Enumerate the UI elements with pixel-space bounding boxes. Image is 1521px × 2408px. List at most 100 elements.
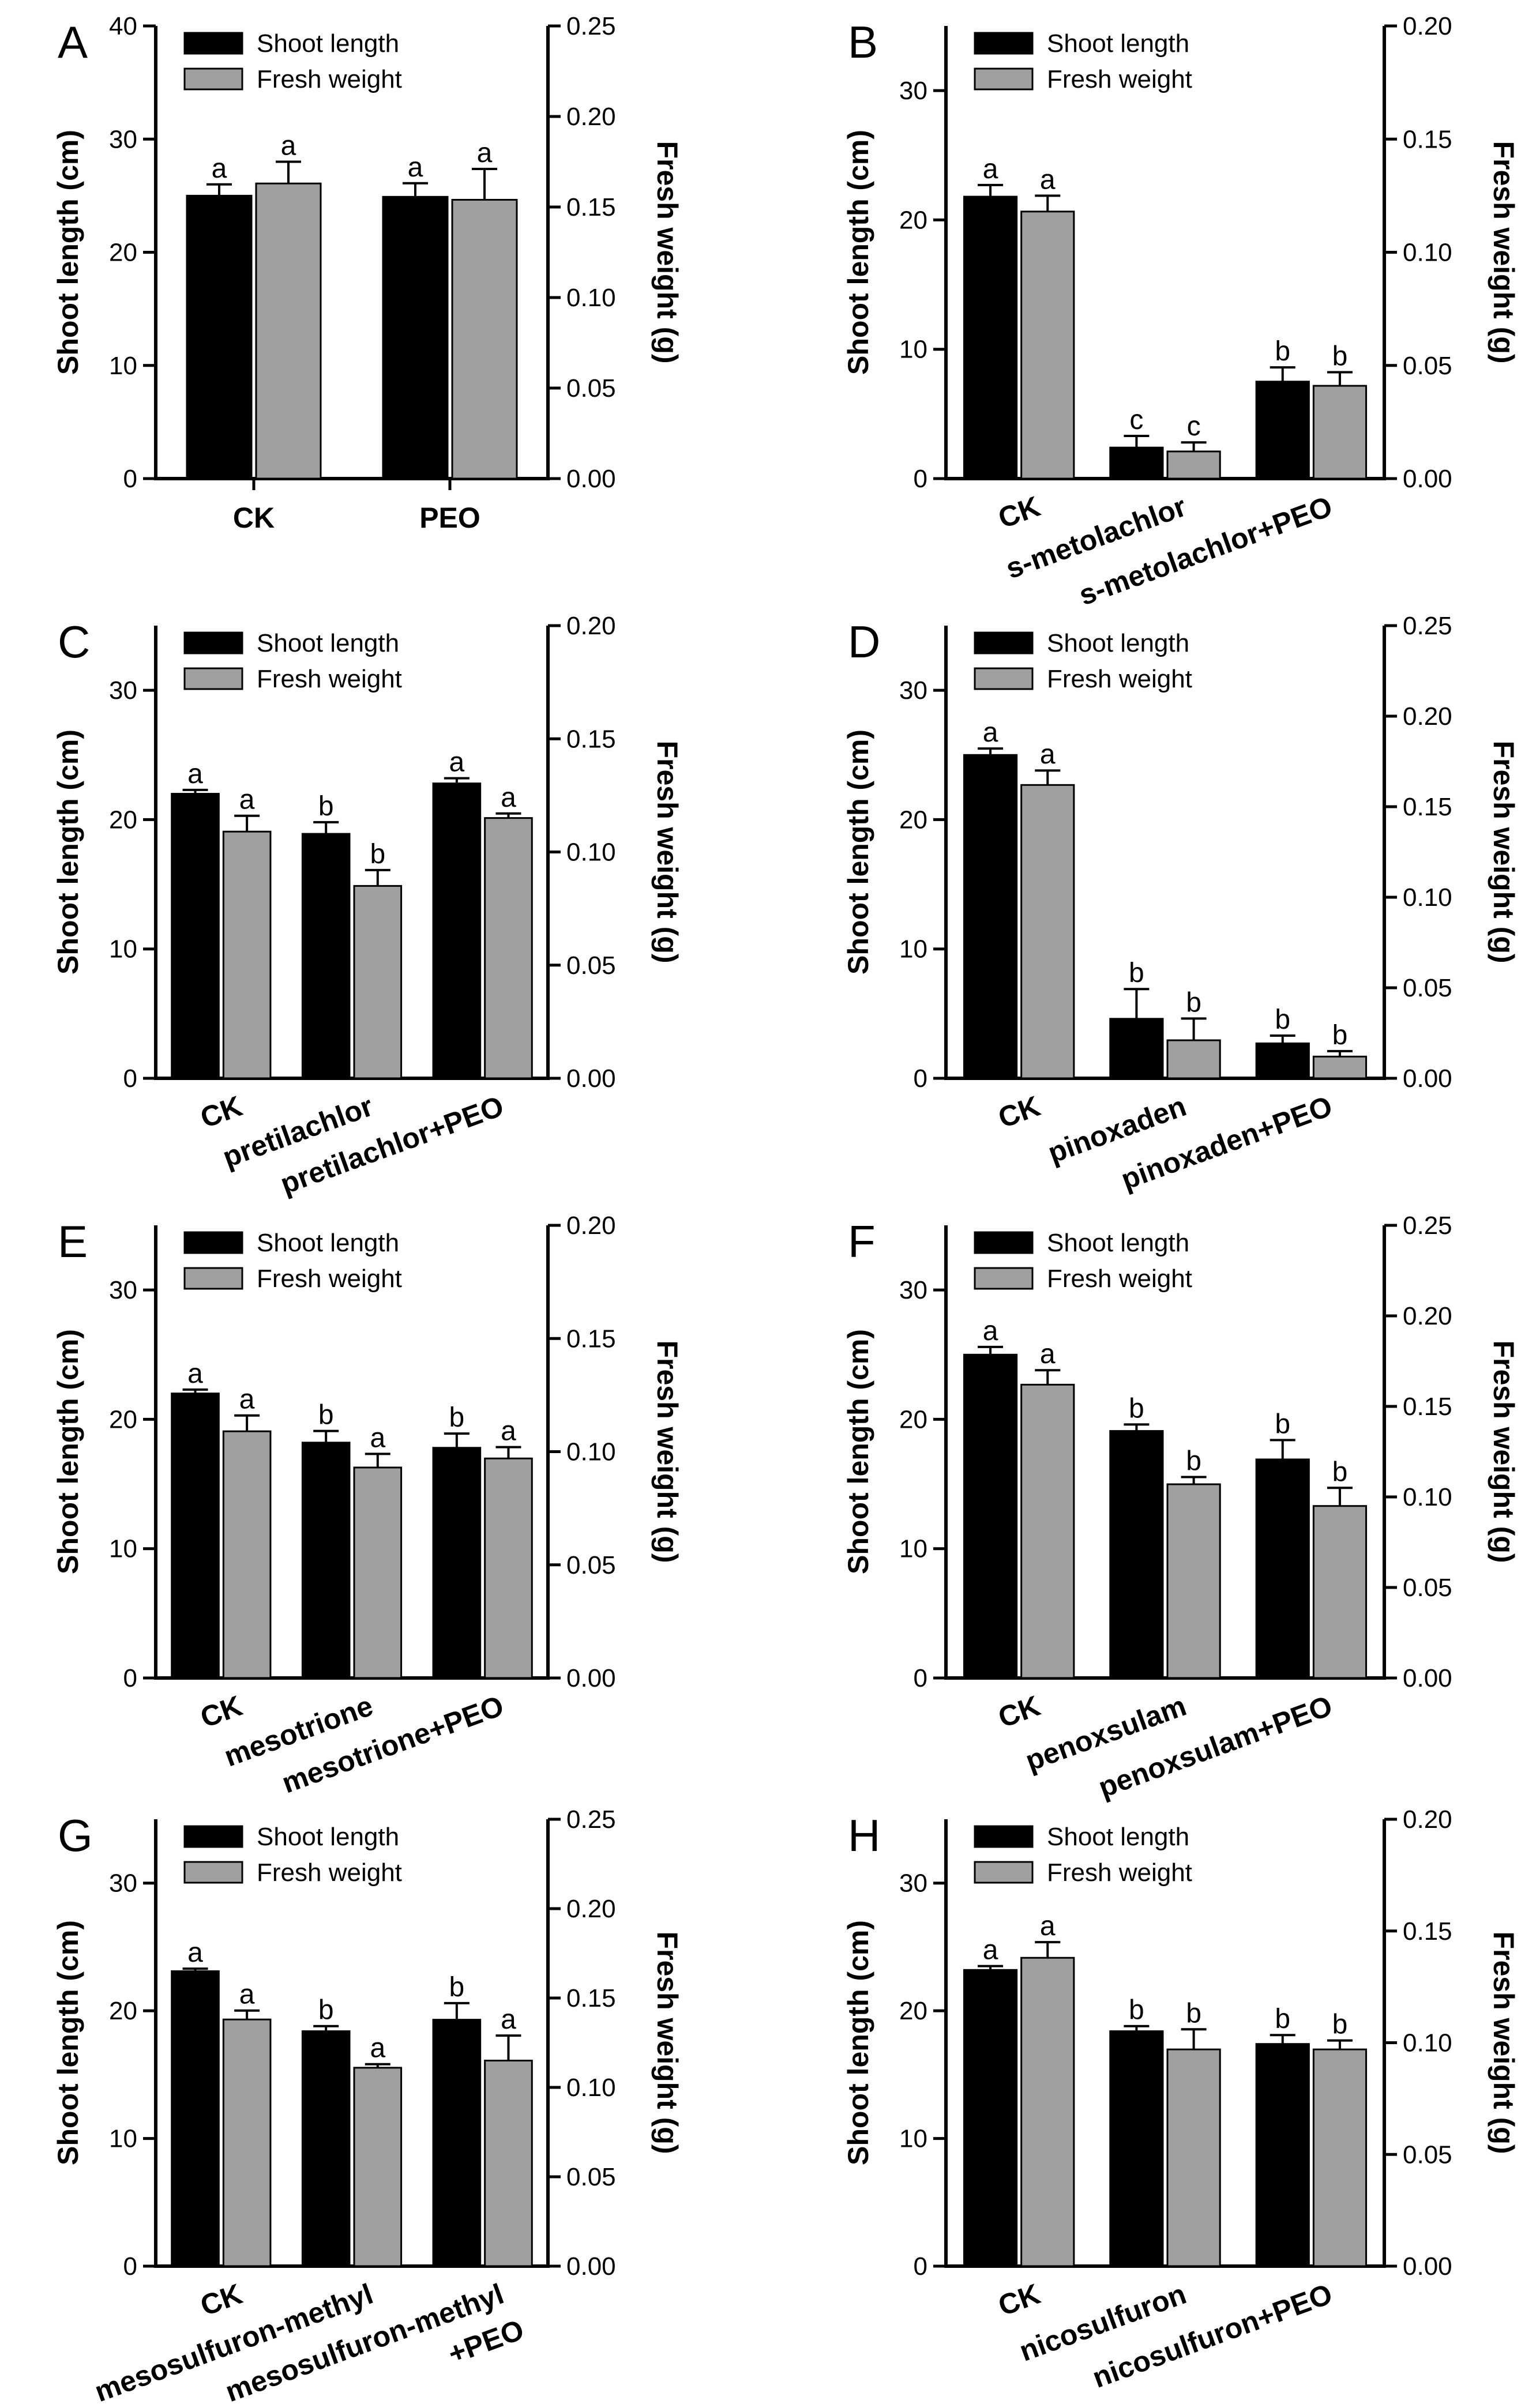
significance-letter: b (1275, 1004, 1290, 1035)
bar-shoot-length (1109, 1018, 1164, 1079)
bar-fresh-weight (1020, 1956, 1075, 2267)
bar-shoot-length (171, 793, 220, 1079)
y2-tick-label: 0.20 (566, 103, 616, 131)
significance-letter: a (983, 1316, 998, 1346)
bar-shoot-length (301, 833, 351, 1079)
y2-axis-title: Fresh weight (g) (1488, 1340, 1520, 1563)
panel-label: B (848, 17, 878, 67)
bar-shoot-length (1109, 2030, 1164, 2267)
y2-tick-label: 0.00 (1403, 465, 1452, 493)
y2-tick-label: 0.00 (1403, 2252, 1452, 2281)
panel-label: C (58, 616, 90, 667)
y2-tick-label: 0.20 (1403, 1302, 1452, 1330)
bar-fresh-weight (1166, 2048, 1221, 2267)
bar-shoot-length (963, 1353, 1018, 1679)
significance-letter: b (1186, 1998, 1201, 2029)
significance-letter: a (1040, 1911, 1056, 1942)
y2-tick-label: 0.10 (566, 284, 616, 312)
y2-tick-label: 0.20 (1403, 702, 1452, 731)
y-tick-label: 10 (899, 2125, 927, 2153)
y2-tick-label: 0.05 (1403, 352, 1452, 380)
bar-shoot-length (1255, 1458, 1310, 1679)
y-tick-label: 20 (899, 806, 927, 834)
bar-fresh-weight (1020, 784, 1075, 1079)
legend-swatch-fresh (183, 67, 243, 91)
y2-axis-title: Fresh weight (g) (651, 1340, 683, 1563)
y-tick-label: 0 (914, 1064, 927, 1093)
significance-letter: c (1129, 405, 1143, 435)
y-tick-label: 40 (109, 12, 137, 40)
significance-letter: a (187, 1937, 203, 1968)
x-tick-label: pretilachlor+PEO (276, 1090, 508, 1201)
panel-c: C 0 10 20 30 0.00 0.05 0.10 0.15 0.20 Shoot length… (52, 612, 683, 1201)
legend-label-shoot: Shoot length (1047, 1229, 1189, 1257)
significance-letter: b (449, 1972, 465, 2003)
bar-shoot-length (1255, 2043, 1310, 2267)
bar-shoot-length (1109, 1430, 1164, 1679)
bar-fresh-weight (484, 1457, 533, 1679)
y-tick-label: 0 (123, 1664, 137, 1692)
significance-letter: a (501, 2004, 516, 2035)
significance-letter: a (212, 153, 227, 184)
x-tick-label: CK (196, 2278, 246, 2322)
x-tick-label: CK (994, 1690, 1044, 1734)
y2-tick-label: 0.20 (566, 612, 616, 640)
y-tick-label: 20 (109, 1405, 137, 1433)
panel-g: G 0 10 20 30 0.00 0.05 0.10 0.15 0.20 0.25 Shoot le… (52, 1805, 683, 2408)
bar-fresh-weight (484, 2060, 533, 2267)
bar-shoot-length (963, 1969, 1018, 2267)
y-axis-title: Shoot length (cm) (52, 729, 84, 975)
significance-letter: a (501, 1416, 516, 1447)
panel-label: H (848, 1810, 880, 1861)
legend-swatch-fresh (183, 1267, 243, 1290)
y2-axis-title: Fresh weight (g) (651, 141, 683, 363)
legend-swatch-fresh (974, 67, 1034, 91)
y-tick-label: 10 (899, 336, 927, 364)
significance-letter: a (187, 1359, 203, 1389)
legend-swatch-fresh (974, 1861, 1034, 1884)
bar-fresh-weight (222, 1430, 272, 1679)
y-tick-label: 0 (123, 465, 137, 493)
y-tick-label: 10 (899, 935, 927, 964)
legend-label-fresh: Fresh weight (257, 1265, 402, 1293)
y2-tick-label: 0.10 (1403, 239, 1452, 267)
y-tick-label: 30 (899, 1276, 927, 1304)
bar-shoot-length (171, 1970, 220, 2267)
bar-fresh-weight (353, 885, 403, 1079)
y-tick-label: 10 (109, 352, 137, 380)
panel-label: A (58, 17, 88, 67)
bar-shoot-length (1255, 381, 1310, 480)
x-tick-label: CK (196, 1690, 246, 1734)
y2-tick-label: 0.00 (566, 1064, 616, 1093)
bar-shoot-length (171, 1393, 220, 1679)
legend-label-shoot: Shoot length (257, 1823, 399, 1851)
significance-letter: a (477, 138, 493, 168)
y2-tick-label: 0.10 (1403, 2029, 1452, 2057)
legend-label-fresh: Fresh weight (1047, 1265, 1192, 1293)
bar-fresh-weight (353, 1466, 403, 1679)
significance-letter: a (1040, 164, 1056, 195)
significance-letter: a (1040, 1339, 1056, 1369)
bar-fresh-weight (353, 2067, 403, 2267)
legend-swatch-shoot (183, 32, 243, 55)
significance-letter: b (1129, 1393, 1144, 1424)
panel-b: B 0 10 20 30 0.00 0.05 0.10 0.15 0.20 Shoot length… (842, 12, 1520, 612)
y2-tick-label: 0.20 (1403, 1805, 1452, 1834)
y2-tick-label: 0.10 (566, 838, 616, 867)
x-tick-label: s-metolachlor+PEO (1075, 490, 1336, 612)
bar-fresh-weight (451, 198, 518, 480)
y-axis-title: Shoot length (cm) (842, 729, 874, 975)
y-tick-label: 30 (109, 1869, 137, 1898)
y2-axis-title: Fresh weight (g) (1488, 740, 1520, 963)
y-axis-title: Shoot length (cm) (52, 1920, 84, 2165)
significance-letter: b (449, 1402, 465, 1433)
panel-d: D 0 10 20 30 0.00 0.05 0.10 0.15 0.20 0.25 Shoot le… (842, 612, 1520, 1196)
significance-letter: b (1332, 1020, 1348, 1051)
bar-fresh-weight (1166, 1039, 1221, 1079)
y-axis-title: Shoot length (cm) (842, 1329, 874, 1574)
y2-tick-label: 0.25 (1403, 612, 1452, 640)
panel-label: F (848, 1216, 876, 1267)
y-tick-label: 30 (899, 77, 927, 105)
y-tick-label: 30 (899, 676, 927, 705)
